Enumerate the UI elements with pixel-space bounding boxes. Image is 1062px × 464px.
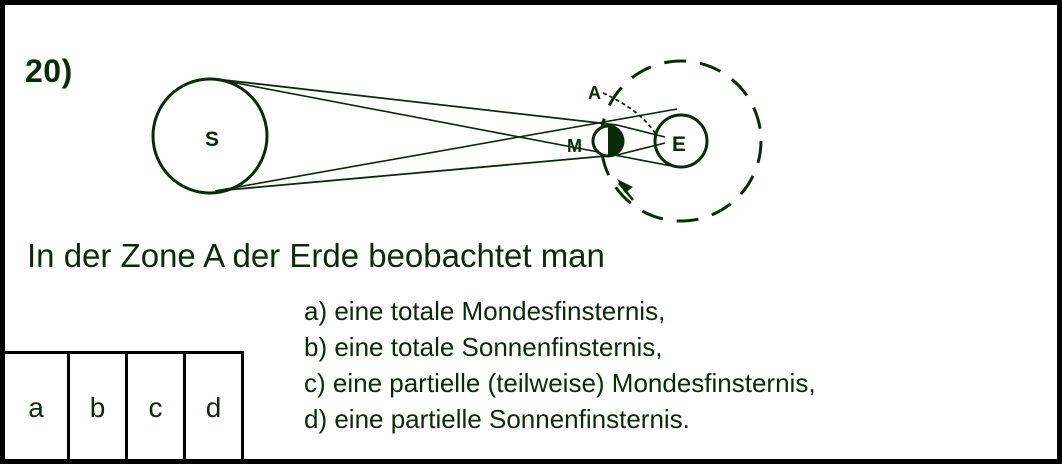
umbra-cone-bottom	[616, 142, 666, 156]
penumbra-ray-bottom	[214, 108, 678, 192]
zone-pointer	[602, 92, 656, 134]
question-text: In der Zone A der Erde beobachtet man	[27, 237, 605, 274]
option-b: b) eine totale Sonnenfinsternis,	[304, 332, 663, 362]
answer-cell-d[interactable]: d	[183, 354, 241, 462]
sun-label: S	[205, 128, 219, 151]
moon-dark-side	[608, 126, 623, 156]
eclipse-diagram: S M E A	[151, 59, 763, 223]
sun-circle	[151, 77, 269, 195]
answer-cell-b[interactable]: b	[67, 354, 125, 462]
answer-cell-a[interactable]: a	[28, 392, 44, 423]
orbit-arrowhead	[617, 179, 633, 193]
answer-cell-c[interactable]: c	[125, 354, 183, 462]
option-a: a) eine totale Mondesfinsternis,	[304, 296, 666, 326]
earth-label: E	[672, 133, 686, 156]
zone-label: A	[588, 83, 601, 103]
answer-grid: a b c d	[5, 351, 244, 462]
umbra-ray-top	[214, 78, 618, 126]
moon-label: M	[567, 136, 582, 156]
option-c: c) eine partielle (teilweise) Mondesfins…	[304, 368, 816, 398]
moon-orbit	[599, 59, 763, 223]
earth-circle	[653, 113, 709, 169]
option-d: d) eine partielle Sonnenfinsternis.	[304, 404, 690, 434]
question-number: 20)	[25, 53, 73, 89]
options-list: a) eine totale Mondesfinsternis, b) eine…	[304, 293, 816, 437]
umbra-ray-bottom	[214, 154, 618, 192]
umbra-cone-top	[616, 124, 666, 138]
